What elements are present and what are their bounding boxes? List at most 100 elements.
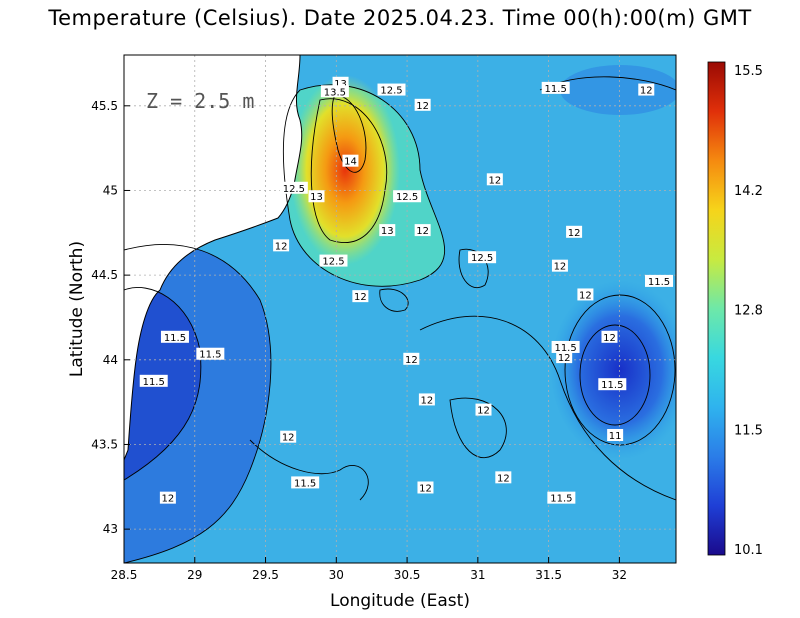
contour-label-bg [319, 254, 348, 267]
colorbar [707, 61, 726, 556]
contour-label-text: 12 [421, 395, 434, 406]
contour-label: 12 [273, 239, 290, 252]
colorbar-tick-label: 14.2 [734, 184, 763, 199]
contour-label-text: 12.5 [471, 253, 493, 264]
contour-label: 12 [638, 83, 655, 97]
contour-label-bg [377, 83, 406, 96]
contour-label-bg [417, 481, 434, 494]
contour-label: 12.5 [377, 83, 406, 97]
contour-label-bg [403, 352, 420, 365]
contour-label: 12.5 [279, 181, 308, 195]
contour-label-text: 11.5 [294, 478, 316, 489]
colorbar-tick-label: 10.1 [734, 543, 763, 558]
contour-label-bg [475, 403, 492, 416]
contour-label-bg [273, 239, 290, 252]
contour-label: 11.5 [598, 378, 627, 391]
contour-label: 12.5 [393, 190, 422, 203]
x-tick-label: 29.5 [252, 568, 279, 582]
contour-label-text: 13 [381, 226, 394, 237]
contour-label: 12 [601, 330, 618, 344]
contour-label-text: 12 [275, 241, 288, 252]
contour-label-text: 12 [416, 226, 429, 237]
depth-label: Z = 2.5 m [146, 89, 254, 113]
contour-label-text: 12 [554, 262, 567, 273]
y-tick-label: 45.5 [91, 99, 118, 113]
contour-label: 12 [577, 288, 594, 301]
contour-label: 11.5 [547, 491, 576, 505]
contour-label-text: 14 [344, 157, 357, 168]
contour-label: 12 [418, 393, 435, 406]
y-tick-label: 44.5 [91, 268, 118, 282]
contour-label-text: 11.5 [199, 350, 221, 361]
contour-label-text: 12 [579, 290, 592, 301]
contour-label-text: 12 [568, 228, 581, 239]
contour-label-bg [379, 224, 396, 237]
contour-label-text: 12 [416, 101, 429, 112]
contour-label-bg [280, 430, 297, 443]
contour-label: 12.5 [319, 254, 348, 268]
contour-label-text: 12 [497, 473, 510, 484]
x-tick-label: 31.5 [535, 568, 562, 582]
contour-label-bg [160, 330, 189, 343]
warm-tongue [290, 75, 400, 265]
contour-label: 14 [342, 154, 359, 168]
contour-label-bg [645, 274, 674, 287]
contour-label-text: 12.5 [283, 184, 305, 195]
contour-label-text: 11.5 [164, 333, 186, 344]
contour-label: 12 [566, 225, 583, 239]
contour-label-bg [577, 288, 594, 301]
contour-label-text: 11.5 [550, 494, 572, 505]
contour-label: 12 [486, 173, 503, 186]
contour-label-bg [308, 190, 325, 203]
contour-label-text: 11.5 [601, 380, 623, 391]
colorbar-ticks: 10.1 11.5 12.8 14.2 15.5 [734, 64, 763, 558]
contour-label-bg [291, 476, 320, 489]
x-tick-label: 28.5 [111, 568, 138, 582]
contour-label-text: 11 [609, 431, 622, 442]
contour-label-bg [607, 429, 624, 441]
contour-label-bg [342, 154, 359, 167]
contour-label-bg [352, 290, 369, 303]
plot-frame [123, 54, 677, 564]
contour-label: 12 [403, 352, 420, 366]
contour-label-text: 12.5 [322, 257, 344, 268]
contour-label-bg [541, 81, 570, 94]
contour-label-bg [566, 225, 583, 238]
y-axis-ticks: 43 43.5 44 44.5 45 45.5 [91, 99, 130, 536]
y-tick-label: 45 [103, 183, 118, 197]
contour-label-bg [468, 251, 497, 264]
colorbar-tick-label: 12.8 [734, 304, 763, 319]
y-axis-label: Latitude (North) [67, 241, 87, 377]
contour-label: 11.5 [541, 81, 570, 95]
contour-label: 11.5 [645, 274, 674, 288]
contour-label: 12 [475, 403, 492, 417]
contour-label: 13 [379, 224, 396, 237]
contour-label: 12 [414, 98, 431, 112]
northeast-cool-patch [560, 65, 676, 115]
contour-label-bg [486, 173, 503, 186]
contour-label: 11 [607, 429, 624, 442]
contour-label-text: 11.5 [648, 277, 670, 288]
x-tick-label: 30 [329, 568, 344, 582]
x-tick-label: 32 [612, 568, 627, 582]
contour-label-bg [393, 190, 422, 203]
contour-label-text: 12 [640, 86, 653, 97]
eastern-cold-eddy [550, 280, 676, 460]
x-axis-ticks: 28.5 29 29.5 30 30.5 31 31.5 32 [111, 557, 627, 582]
contour-label: 13 [308, 190, 325, 203]
contour-label-bg [495, 471, 512, 484]
contour-label-bg [598, 378, 627, 391]
y-tick-label: 43.5 [91, 437, 118, 451]
contour-label-text: 12 [419, 483, 432, 494]
contour-label: 12 [417, 481, 434, 494]
x-tick-label: 30.5 [394, 568, 421, 582]
contour-label-bg [547, 491, 576, 504]
contour-label-text: 12.5 [380, 86, 402, 97]
contour-label: 12 [280, 430, 297, 444]
contour-label-text: 11.5 [545, 84, 567, 95]
x-tick-label: 31 [470, 568, 485, 582]
contour-label-bg [638, 83, 655, 96]
contour-label: 12 [556, 351, 573, 364]
contour-label: 12 [159, 491, 176, 505]
